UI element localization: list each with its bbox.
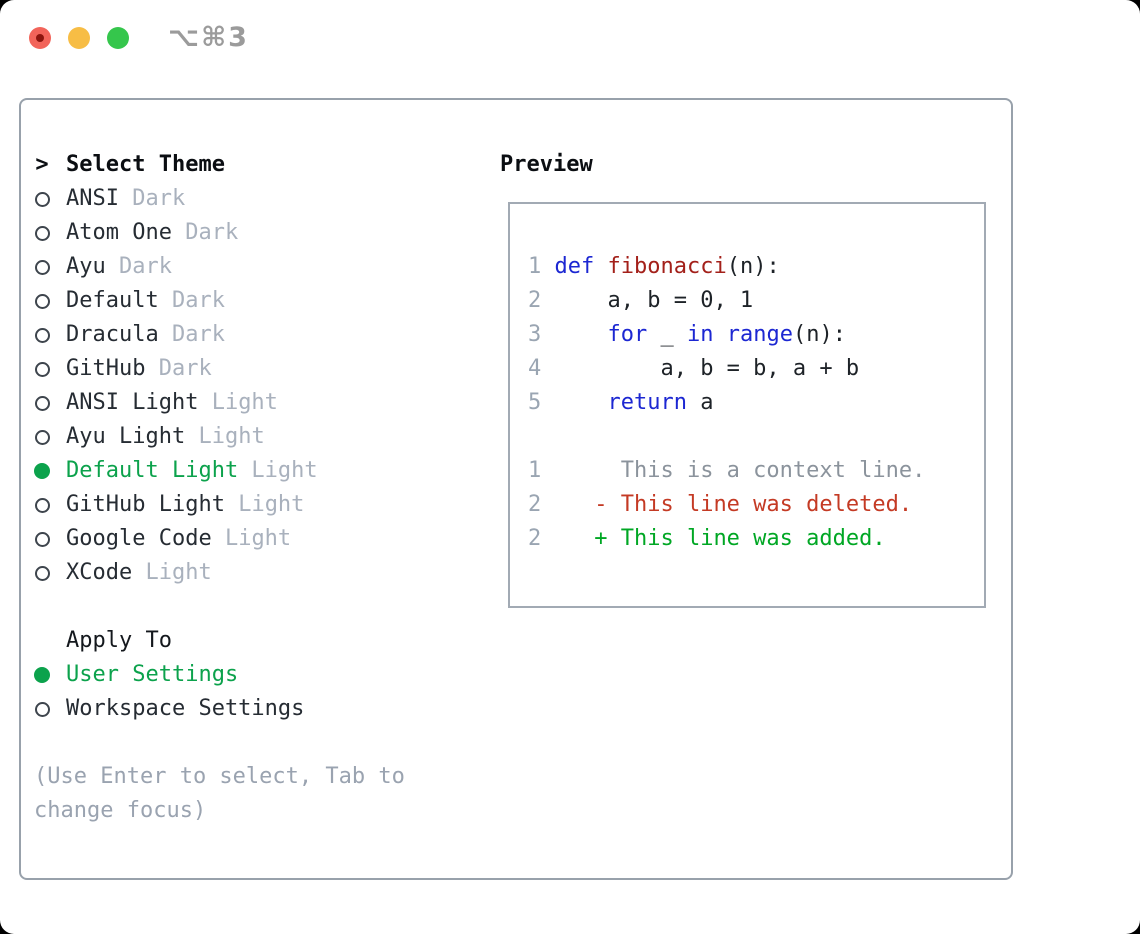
- option-variant: Light: [238, 458, 318, 483]
- line-number: 4: [528, 356, 555, 381]
- preview-code-line: 1 This is a context line.: [528, 458, 926, 483]
- line-number: 2: [528, 526, 555, 551]
- option-label: XCode: [66, 560, 133, 585]
- preview-title: Preview: [500, 152, 593, 177]
- selected-radio-icon: [34, 454, 50, 488]
- theme-option-ayu[interactable]: Ayu Dark: [34, 250, 405, 284]
- preview-code-line: 2 a, b = 0, 1: [528, 288, 754, 313]
- preview-code-line: 3 for _ in range(n):: [528, 322, 846, 347]
- theme-option-github-light[interactable]: GitHub Light Light: [34, 488, 405, 522]
- preview-code-line: [528, 420, 984, 454]
- option-label: GitHub: [66, 356, 146, 381]
- window-shortcut-label: ⌥⌘3: [168, 22, 249, 53]
- titlebar: ⌥⌘3: [0, 0, 1140, 78]
- theme-option-default-light[interactable]: Default Light Light: [34, 454, 405, 488]
- option-variant: Light: [132, 560, 212, 585]
- selected-radio-icon: [34, 658, 50, 692]
- option-variant: Light: [211, 526, 292, 551]
- theme-picker-panel: > Select Theme ANSI Dark Atom One Dark Ayu…: [19, 98, 1013, 880]
- radio-icon: [34, 692, 50, 726]
- spacer: [34, 590, 405, 624]
- theme-option-default[interactable]: Default Dark: [34, 284, 405, 318]
- option-label: Default Light: [66, 458, 239, 483]
- help-text-line-2: change focus): [34, 798, 207, 823]
- option-label: Google Code: [66, 526, 212, 551]
- option-label: Ayu: [66, 254, 106, 279]
- radio-icon: [34, 182, 50, 216]
- apply-to-title: Apply To: [66, 628, 172, 653]
- option-label: ANSI Light: [66, 390, 199, 415]
- option-label: Atom One: [66, 220, 172, 245]
- line-number: 2: [528, 288, 555, 313]
- preview-code-line: 1 def fibonacci(n):: [528, 254, 780, 279]
- option-label: ANSI: [66, 186, 119, 211]
- theme-menu-title: Select Theme: [66, 152, 225, 177]
- option-variant: Light: [198, 390, 278, 415]
- radio-icon: [34, 284, 50, 318]
- theme-option-ayu-light[interactable]: Ayu Light Light: [34, 420, 405, 454]
- option-label: GitHub Light: [66, 492, 225, 517]
- option-variant: Dark: [171, 220, 239, 245]
- close-dot-icon: [36, 34, 44, 42]
- option-variant: Light: [185, 424, 265, 449]
- preview-code-line: 2 - This line was deleted.: [528, 492, 913, 517]
- apply-option-workspace-settings[interactable]: Workspace Settings: [34, 692, 405, 726]
- theme-option-xcode[interactable]: XCode Light: [34, 556, 405, 590]
- theme-menu-header: > Select Theme: [34, 148, 405, 182]
- radio-icon: [34, 216, 50, 250]
- spacer: [34, 726, 405, 760]
- line-number: 2: [528, 492, 555, 517]
- theme-option-google-code[interactable]: Google Code Light: [34, 522, 405, 556]
- minimize-button[interactable]: [68, 27, 90, 49]
- option-variant: Dark: [158, 288, 225, 313]
- theme-option-ansi[interactable]: ANSI Dark: [34, 182, 405, 216]
- option-label: User Settings: [66, 662, 239, 687]
- apply-to-header: Apply To: [34, 624, 405, 658]
- option-label: Default: [66, 288, 159, 313]
- maximize-button[interactable]: [107, 27, 129, 49]
- preview-code-line: 4 a, b = b, a + b: [528, 356, 860, 381]
- option-variant: Dark: [158, 322, 225, 347]
- option-variant: Dark: [105, 254, 172, 279]
- theme-option-dracula[interactable]: Dracula Dark: [34, 318, 405, 352]
- radio-icon: [34, 386, 50, 420]
- preview-code-line: 2 + This line was added.: [528, 526, 886, 551]
- blank-marker: [34, 624, 50, 658]
- line-number: 3: [528, 322, 555, 347]
- radio-icon: [34, 352, 50, 386]
- preview-code-line: 5 return a: [528, 390, 714, 415]
- theme-option-atom-one[interactable]: Atom One Dark: [34, 216, 405, 250]
- cursor-icon: >: [35, 152, 49, 177]
- option-variant: Dark: [118, 186, 186, 211]
- theme-option-ansi-light[interactable]: ANSI Light Light: [34, 386, 405, 420]
- radio-icon: [34, 556, 50, 590]
- preview-code: 1 def fibonacci(n): 2 a, b = 0, 1 3 for _ …: [510, 204, 984, 556]
- line-number: 1: [528, 254, 555, 279]
- option-label: Dracula: [66, 322, 159, 347]
- radio-icon: [34, 488, 50, 522]
- option-variant: Dark: [145, 356, 212, 381]
- option-variant: Light: [224, 492, 305, 517]
- radio-icon: [34, 420, 50, 454]
- help-text-line-1: (Use Enter to select, Tab to: [34, 764, 405, 789]
- close-button[interactable]: [29, 27, 51, 49]
- theme-option-github[interactable]: GitHub Dark: [34, 352, 405, 386]
- radio-icon: [34, 250, 50, 284]
- line-number: 5: [528, 390, 555, 415]
- apply-option-user-settings[interactable]: User Settings: [34, 658, 405, 692]
- radio-icon: [34, 522, 50, 556]
- theme-list: ANSI Dark Atom One Dark Ayu Dark Default Da…: [34, 182, 405, 590]
- option-label: Ayu Light: [66, 424, 186, 449]
- option-label: Workspace Settings: [66, 696, 305, 721]
- apply-to-list: User Settings Workspace Settings: [34, 658, 405, 726]
- radio-icon: [34, 318, 50, 352]
- left-column: > Select Theme ANSI Dark Atom One Dark Ayu…: [34, 148, 405, 828]
- line-number: 1: [528, 458, 555, 483]
- preview-box: 1 def fibonacci(n): 2 a, b = 0, 1 3 for _ …: [508, 202, 986, 608]
